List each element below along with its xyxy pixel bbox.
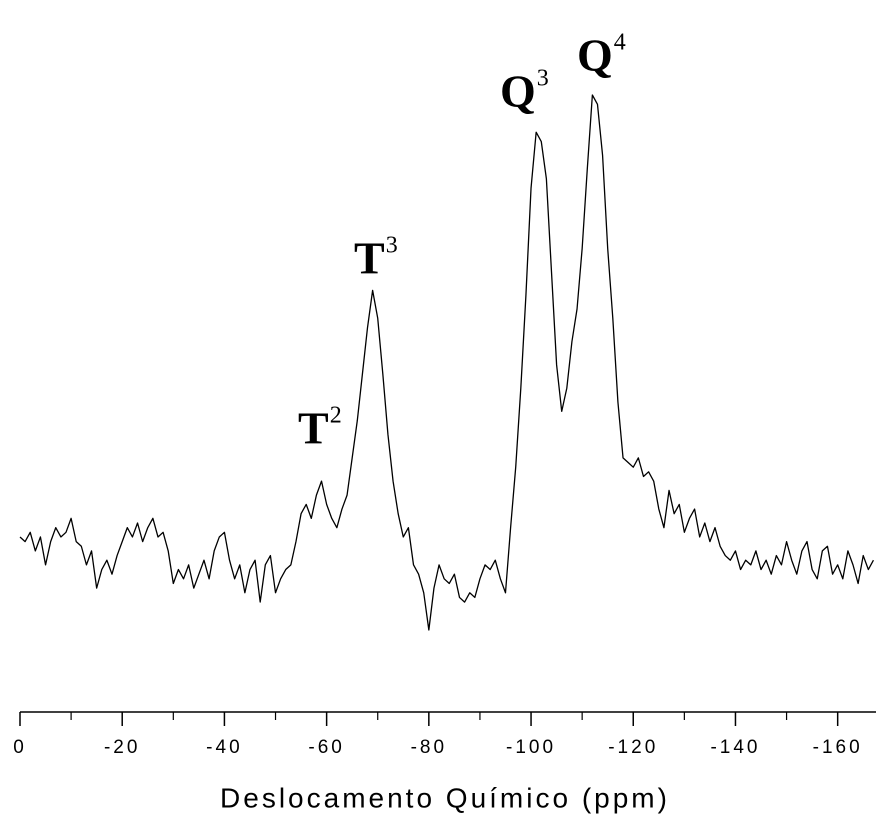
x-tick-label: -40 [206, 737, 242, 758]
x-tick-label: -20 [104, 737, 140, 758]
peak-label-sup: 2 [330, 403, 342, 429]
x-tick-label: -160 [813, 737, 863, 758]
peak-label-text: Q [500, 66, 536, 117]
peak-label-sup: 3 [537, 66, 549, 92]
x-tick-label: 0 [13, 737, 27, 758]
spectrum-line [19, 94, 875, 631]
peak-label-text: T [354, 233, 385, 284]
x-tick-label: -140 [710, 737, 760, 758]
peak-label-text: Q [577, 30, 613, 81]
peak-label-sup: 3 [386, 233, 398, 259]
peak-label-sup: 4 [614, 30, 626, 56]
x-tick-label: -120 [608, 737, 658, 758]
x-tick-label: -100 [506, 737, 556, 758]
x-tick-label: -60 [308, 737, 344, 758]
x-axis-title: Deslocamento Químico (ppm) [220, 782, 670, 813]
x-tick-label: -80 [411, 737, 447, 758]
peak-label-text: T [298, 403, 329, 454]
